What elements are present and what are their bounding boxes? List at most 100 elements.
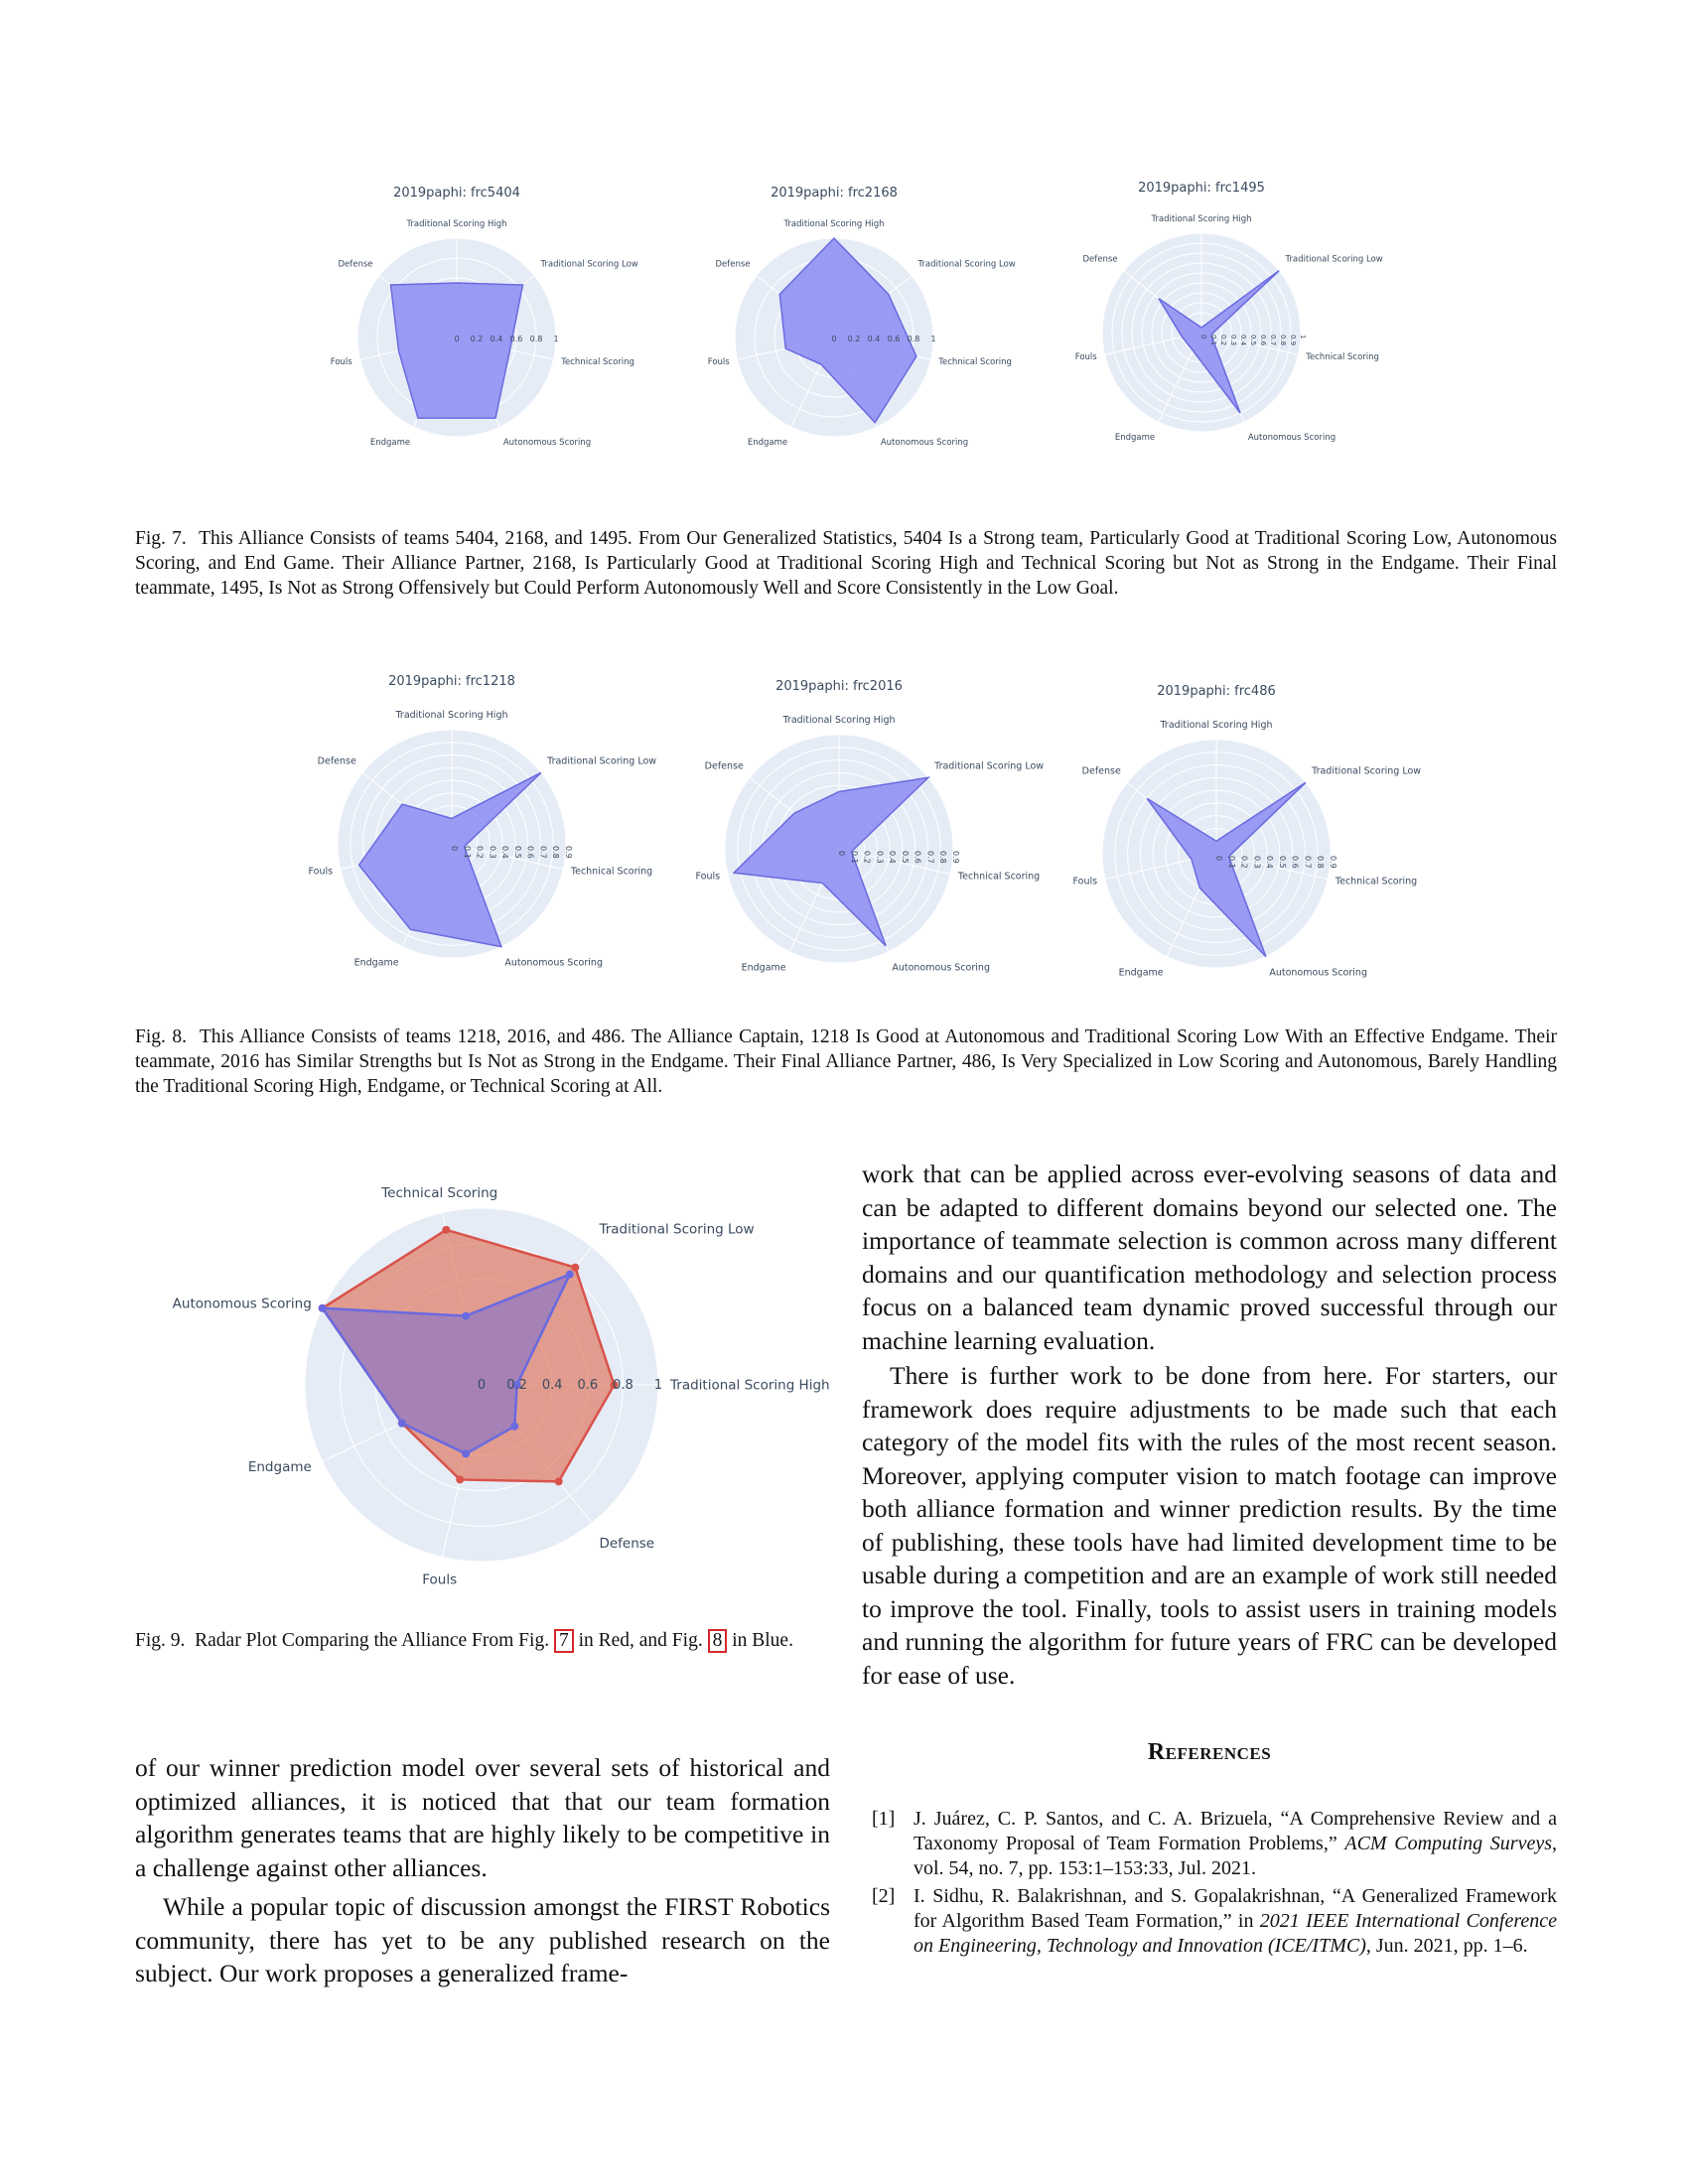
axis-label-endgame: Endgame: [370, 438, 410, 448]
axis-label-technical-scoring: Technical Scoring: [570, 867, 652, 878]
reference-venue: 2021 IEEE International Conference on En…: [914, 1910, 1557, 1957]
axis-label-endgame: Endgame: [1119, 967, 1164, 978]
radar-tick-label: 0.2: [506, 1378, 527, 1393]
radar-tick-label: 0.4: [500, 846, 509, 859]
left-column-paragraph-1: of our winner prediction model over seve…: [135, 1753, 830, 1882]
radar-tick-label: 0: [1214, 856, 1223, 861]
axis-label-traditional-scoring-low: Traditional Scoring Low: [1284, 255, 1382, 265]
radar-data-point: [554, 1477, 563, 1486]
axis-label-defense: Defense: [318, 755, 356, 766]
axis-label-traditional-scoring-high: Traditional Scoring High: [395, 710, 508, 721]
right-column-paragraph-2: There is further work to be done from he…: [862, 1361, 1557, 1690]
axis-label-traditional-scoring-low: Traditional Scoring Low: [933, 760, 1044, 771]
axis-label-defense: Defense: [599, 1536, 654, 1552]
radar-tick-label: 0.5: [901, 851, 910, 864]
radar-tick-label: 0.6: [577, 1378, 598, 1393]
radar-tick-label: 0.2: [863, 851, 872, 864]
axis-label-endgame: Endgame: [248, 1459, 312, 1475]
axis-label-technical-scoring: Technical Scoring: [957, 872, 1040, 883]
radar-data-point: [397, 1419, 406, 1428]
axis-label-fouls: Fouls: [331, 357, 353, 367]
radar-tick-label: 0.8: [551, 846, 560, 859]
radar-tick-label: 0: [831, 335, 836, 343]
radar-chart-frc1218: 0 0.1 0.2 0.3 0.4 0.5 0.6 0.7 0.8 0.9 Traditional …: [309, 674, 657, 968]
axis-label-traditional-scoring-high: Traditional Scoring High: [782, 219, 884, 229]
radar-tick-label: 0.2: [476, 846, 485, 859]
axis-label-traditional-scoring-low: Traditional Scoring Low: [546, 755, 656, 766]
radar-tick-label: 0.6: [1259, 335, 1267, 346]
radar-tick-label: 1: [930, 335, 935, 343]
axis-label-traditional-scoring-high: Traditional Scoring High: [1160, 720, 1273, 731]
radar-tick-label: 0.8: [1279, 335, 1287, 345]
axis-label-traditional-scoring-low: Traditional Scoring Low: [539, 260, 637, 270]
radar-series-1-area: [1158, 270, 1280, 414]
radar-chart-frc486: 0 0.1 0.2 0.3 0.4 0.5 0.6 0.7 0.8 0.9 Traditional …: [1073, 684, 1422, 978]
axis-label-autonomous-scoring: Autonomous Scoring: [173, 1296, 312, 1311]
right-column-paragraph-1: work that can be applied across ever-evo…: [862, 1160, 1557, 1355]
radar-chart-frc2168: 0 0.2 0.4 0.6 0.8 1 Traditional Scoring High Tr…: [708, 186, 1016, 448]
radar-tick-label: 0.3: [1229, 335, 1237, 345]
radar-tick-label: 0.8: [530, 335, 543, 343]
axis-label-traditional-scoring-low: Traditional Scoring Low: [916, 260, 1015, 270]
axis-label-technical-scoring: Technical Scoring: [380, 1185, 497, 1201]
radar-tick-label: 0.4: [888, 851, 897, 864]
radar-tick-label: 0.7: [925, 851, 934, 864]
radar-tick-label: 0.1: [850, 851, 859, 864]
radar-tick-label: 0.5: [1249, 335, 1257, 345]
radar-tick-label: 0.4: [1239, 335, 1247, 346]
axis-label-traditional-scoring-low: Traditional Scoring Low: [1311, 765, 1421, 776]
radar-data-point: [456, 1475, 465, 1484]
axis-label-technical-scoring: Technical Scoring: [937, 357, 1012, 367]
radar-tick-label: 0.6: [1291, 856, 1300, 869]
radar-tick-label: 0: [450, 846, 459, 851]
axis-label-defense: Defense: [1082, 765, 1121, 776]
radar-tick-label: 0.2: [1240, 856, 1249, 869]
radar-chart-frc2016: 0 0.1 0.2 0.3 0.4 0.5 0.6 0.7 0.8 0.9 Traditional …: [696, 679, 1045, 973]
figure-7-link[interactable]: 7: [553, 1629, 574, 1653]
chart-title: 2019paphi: frc5404: [393, 186, 520, 201]
axis-label-endgame: Endgame: [748, 438, 787, 448]
radar-data-point: [565, 1270, 574, 1279]
radar-tick-label: 0.8: [908, 335, 920, 343]
radar-spoke: [1215, 853, 1329, 881]
axis-label-defense: Defense: [339, 260, 373, 270]
figure-9-label: Fig. 9.: [135, 1630, 186, 1651]
figure-9-caption: Fig. 9. Radar Plot Comparing the Allianc…: [135, 1629, 793, 1653]
axis-label-autonomous-scoring: Autonomous Scoring: [1248, 433, 1336, 443]
axis-label-endgame: Endgame: [1115, 433, 1155, 443]
radar-tick-label: 0.9: [564, 846, 573, 859]
figure-8-link[interactable]: 8: [707, 1629, 728, 1653]
axis-label-traditional-scoring-high: Traditional Scoring High: [782, 715, 896, 726]
axis-label-autonomous-scoring: Autonomous Scoring: [504, 957, 603, 968]
radar-tick-label: 0: [837, 851, 846, 856]
axis-label-fouls: Fouls: [708, 357, 731, 367]
axis-label-traditional-scoring-high: Traditional Scoring High: [669, 1378, 830, 1394]
radar-spoke: [1200, 332, 1299, 355]
axis-label-fouls: Fouls: [422, 1572, 457, 1588]
radar-chart-frc1495: 0 0.1 0.2 0.3 0.4 0.5 0.6 0.7 0.8 0.9 1 Traditional…: [1075, 181, 1383, 443]
references-heading: References: [1147, 1739, 1272, 1765]
axis-label-autonomous-scoring: Autonomous Scoring: [1269, 967, 1367, 978]
chart-title: 2019paphi: frc1218: [388, 674, 515, 689]
radar-spoke: [838, 848, 951, 876]
axis-label-endgame: Endgame: [354, 957, 399, 968]
radar-tick-label: 0.2: [848, 335, 861, 343]
reference-item-1: [1] J. Juárez, C. P. Santos, and C. A. B…: [872, 1807, 1557, 1881]
reference-number: [2]: [872, 1885, 896, 1907]
radar-chart-frc5404: 0 0.2 0.4 0.6 0.8 1 Traditional Scoring High Tr…: [331, 186, 638, 448]
radar-series-1-area: [389, 282, 524, 419]
radar-tick-label: 0.7: [1303, 856, 1312, 869]
radar-data-point: [512, 1381, 521, 1389]
radar-tick-label: 0.8: [938, 851, 947, 864]
radar-series-1-area: [732, 776, 931, 947]
figure-8-label: Fig. 8.: [135, 1026, 187, 1047]
axis-label-defense: Defense: [716, 260, 751, 270]
axis-label-autonomous-scoring: Autonomous Scoring: [881, 438, 968, 448]
axis-label-traditional-scoring-high: Traditional Scoring High: [1150, 214, 1251, 224]
radar-spoke: [451, 843, 564, 871]
radar-tick-label: 0.6: [510, 335, 523, 343]
axis-label-endgame: Endgame: [742, 962, 786, 973]
axis-label-fouls: Fouls: [1075, 352, 1098, 362]
radar-tick-label: 0.4: [491, 335, 503, 343]
radar-tick-label: 0.1: [1209, 335, 1217, 345]
